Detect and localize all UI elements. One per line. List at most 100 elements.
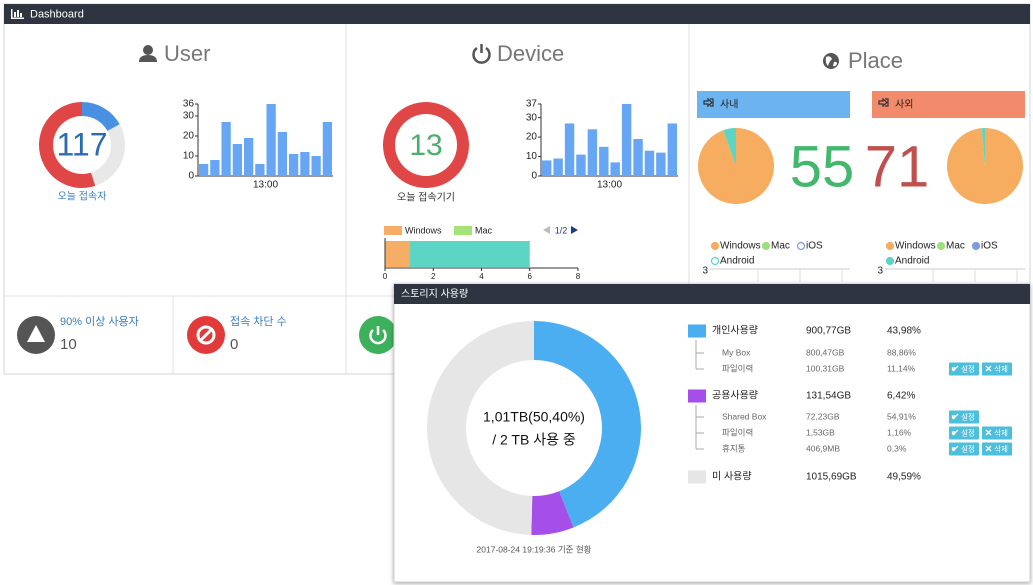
bar bbox=[300, 152, 310, 176]
globe-icon bbox=[823, 53, 839, 69]
place-header-icon bbox=[878, 97, 889, 108]
bar bbox=[232, 144, 242, 176]
item-name: 파일이력 bbox=[722, 427, 753, 437]
bar bbox=[266, 104, 276, 176]
bar bbox=[210, 160, 220, 176]
action-button[interactable] bbox=[949, 410, 979, 424]
bar bbox=[277, 132, 287, 176]
legend-label: Android bbox=[720, 256, 754, 267]
legend-marker bbox=[971, 241, 981, 251]
y-tick-label: 20 bbox=[183, 131, 195, 142]
action-button[interactable] bbox=[982, 442, 1012, 456]
bar bbox=[199, 164, 209, 176]
legend-marker bbox=[761, 241, 771, 251]
bar bbox=[610, 162, 620, 176]
legend-swatch bbox=[688, 470, 706, 484]
item-percent: 88,86% bbox=[887, 347, 916, 357]
section-title: Device bbox=[497, 41, 564, 66]
y-tick-label: 10 bbox=[183, 151, 195, 162]
action-button[interactable] bbox=[949, 362, 979, 376]
place-header-label: 사외 bbox=[895, 99, 913, 111]
item-name: 휴지통 bbox=[722, 443, 746, 453]
action-button[interactable] bbox=[982, 426, 1012, 440]
group-name: 개인사용량 bbox=[712, 325, 758, 337]
x-tick-label: 2 bbox=[431, 272, 436, 281]
bar-segment bbox=[385, 241, 410, 267]
action-label: 설정 bbox=[961, 411, 975, 421]
place-header-icon bbox=[703, 97, 714, 108]
power-icon bbox=[369, 326, 387, 345]
bar bbox=[553, 158, 563, 176]
bar bbox=[322, 122, 332, 176]
y-tick-label: 0 bbox=[188, 171, 194, 182]
x-axis-label: 13:00 bbox=[597, 180, 622, 191]
legend-label: Mac bbox=[771, 241, 790, 252]
action-button[interactable] bbox=[982, 362, 1012, 376]
legend-swatch bbox=[688, 324, 706, 338]
device-count-label: 오늘 접속기기 bbox=[397, 192, 455, 204]
action-icon bbox=[951, 413, 959, 420]
action-icon bbox=[951, 429, 959, 436]
bar bbox=[667, 123, 677, 176]
item-name: Shared Box bbox=[722, 411, 767, 421]
donut-segment bbox=[723, 128, 736, 166]
y-tick-label: 30 bbox=[526, 112, 538, 123]
legend-marker bbox=[710, 256, 720, 266]
center-label: / 2 TB 사용 중 bbox=[492, 432, 576, 448]
legend-marker bbox=[885, 256, 895, 266]
bar bbox=[587, 129, 598, 176]
donut-segment bbox=[946, 128, 1023, 205]
group-percent: 6,42% bbox=[887, 391, 915, 402]
action-button[interactable] bbox=[949, 426, 979, 440]
item-percent: 11,14% bbox=[887, 363, 916, 373]
storage-title: 스토리지 사용량 bbox=[401, 288, 468, 300]
legend-marker bbox=[710, 241, 720, 251]
donut-segment bbox=[427, 321, 534, 535]
group-percent: 43,98% bbox=[887, 326, 921, 337]
timestamp: 2017-08-24 19:19:36 기준 현황 bbox=[477, 544, 592, 554]
item-amount: 406,9MB bbox=[806, 443, 840, 453]
x-tick-label: 0 bbox=[383, 272, 388, 281]
group-name: 미 사용량 bbox=[712, 471, 752, 483]
bar-segment bbox=[409, 241, 530, 267]
x-tick-label: 6 bbox=[528, 272, 533, 281]
place-header-label: 사내 bbox=[720, 99, 738, 111]
y-tick-label: 37 bbox=[526, 99, 538, 110]
action-button[interactable] bbox=[949, 442, 979, 456]
legend-label: Mac bbox=[946, 241, 965, 252]
bar bbox=[221, 122, 231, 176]
group-name: 공용사용량 bbox=[712, 390, 758, 402]
bar bbox=[311, 156, 321, 176]
x-axis-label: 13:00 bbox=[253, 180, 278, 191]
item-amount: 72,23GB bbox=[806, 411, 840, 421]
bar bbox=[599, 146, 609, 176]
y-tick-label: 30 bbox=[183, 111, 195, 122]
legend-label: Mac bbox=[475, 225, 493, 235]
legend-marker bbox=[936, 241, 946, 251]
group-amount: 900,77GB bbox=[806, 326, 851, 337]
legend-label: Windows bbox=[720, 241, 761, 252]
section-title: Place bbox=[848, 48, 903, 73]
x-tick-label: 8 bbox=[576, 272, 581, 281]
stat-label: 90% 이상 사용자 bbox=[60, 315, 139, 328]
item-name: 파일이력 bbox=[722, 363, 753, 373]
stat-value: 10 bbox=[60, 336, 77, 353]
y-tick-label: 36 bbox=[183, 99, 195, 110]
action-icon bbox=[985, 429, 992, 436]
legend-swatch bbox=[454, 226, 472, 235]
y-tick-label: 20 bbox=[526, 132, 538, 143]
pager-next bbox=[571, 226, 578, 234]
x-tick-label: 4 bbox=[479, 272, 484, 281]
action-label: 설정 bbox=[961, 363, 975, 373]
group-amount: 131,54GB bbox=[806, 391, 851, 402]
user-icon bbox=[139, 45, 157, 62]
legend-label: Windows bbox=[895, 241, 936, 252]
legend-label: Android bbox=[895, 256, 929, 267]
item-percent: 1,16% bbox=[887, 427, 912, 437]
y-tick-label: 3 bbox=[877, 266, 883, 277]
action-icon bbox=[951, 365, 959, 372]
center-label: 1,01TB(50,40%) bbox=[483, 409, 585, 425]
action-icon bbox=[951, 445, 959, 452]
donut-segment bbox=[981, 128, 985, 166]
